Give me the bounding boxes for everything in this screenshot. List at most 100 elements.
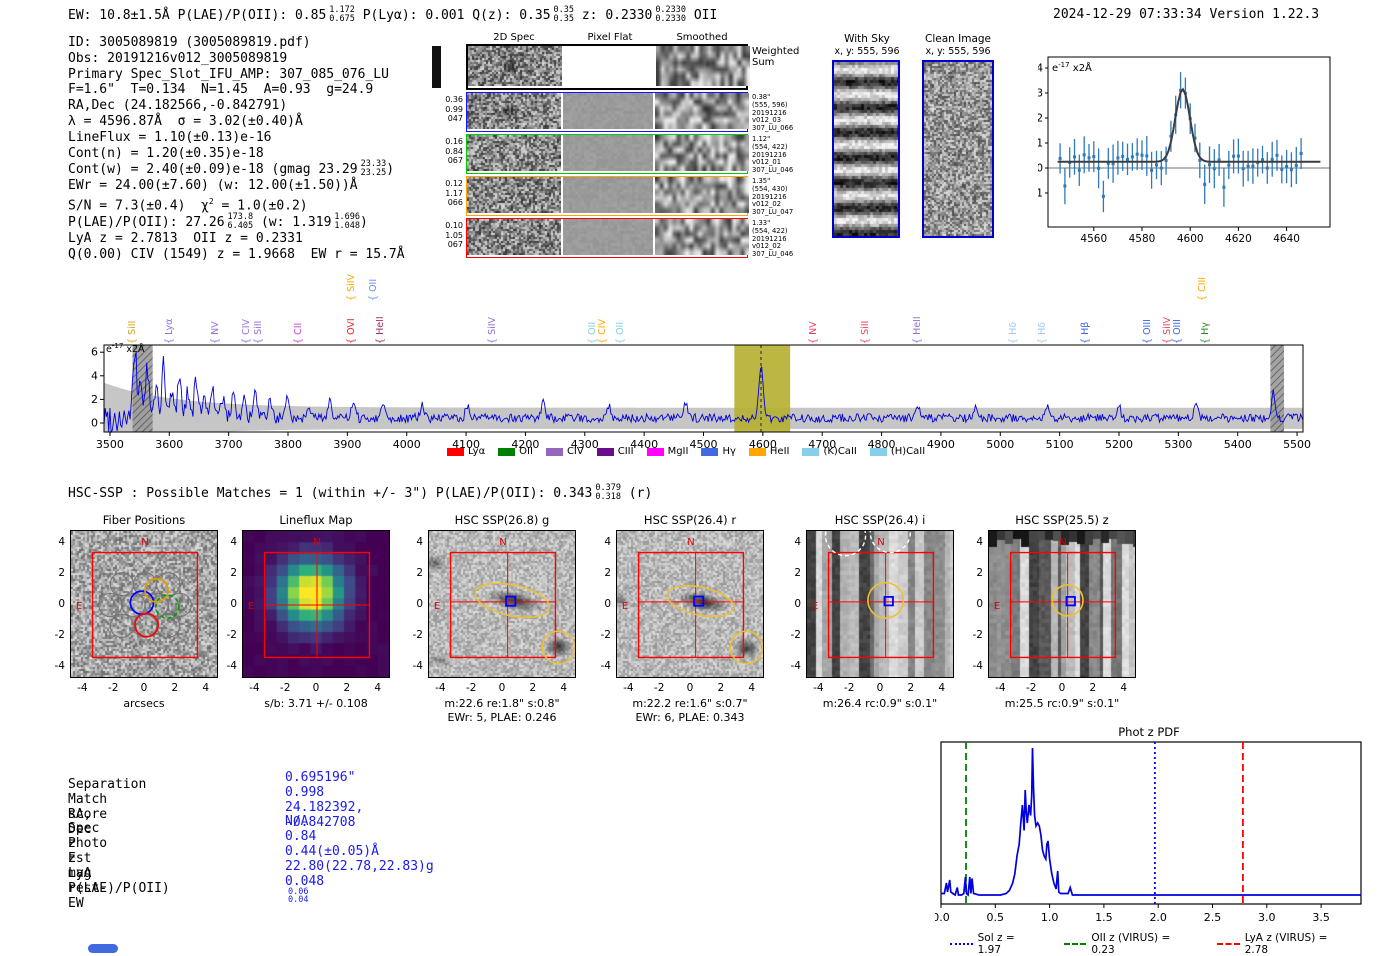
- hi-lo-value: 0.06 0.04: [288, 886, 309, 906]
- emission-line-label: { SiII: [127, 320, 138, 344]
- spectrum-legend-item: OII: [498, 446, 533, 457]
- cutout-ytick: -4: [412, 659, 423, 672]
- match-table-label: P(LAE)/P(OII): [68, 880, 170, 896]
- match-table-value: 0.998: [285, 784, 325, 800]
- photz-legend-line: [950, 943, 973, 945]
- match-table-label: Spec z: [68, 821, 100, 852]
- legend-label: HeII: [769, 446, 790, 457]
- spec2d-row-meta: Weighted Sum: [752, 46, 800, 68]
- match-table-label: RA, Dec: [68, 806, 92, 837]
- cutout-xtick: 2: [907, 682, 915, 694]
- cutout-title-g: HSC SSP(26.8) g: [454, 513, 550, 527]
- smoothed-image: [655, 219, 749, 255]
- svg-text:N: N: [1059, 537, 1066, 548]
- svg-text:N: N: [141, 537, 148, 548]
- detection-info-line: Cont(w) = 2.40(±0.09)e-18 (gmag 23.29 23.…: [68, 159, 395, 178]
- svg-text:4580: 4580: [1129, 233, 1156, 245]
- cutout-ytick: 2: [230, 567, 237, 580]
- emission-line-label: { Hγ: [1200, 322, 1211, 344]
- zoom-spectrum-plot: -1 0 1 2 3 4 4560 4580 4600 4620 4640 e-17 x2Å: [1038, 56, 1331, 245]
- svg-text:N: N: [499, 537, 506, 548]
- match-table-value: 0.44(±0.05)Å: [285, 844, 379, 859]
- svg-text:3800: 3800: [274, 438, 302, 451]
- spec2d-column-title: 2D Spec: [493, 32, 535, 43]
- cutout-ytick: -4: [600, 659, 611, 672]
- cutout-xtick: -4: [995, 682, 1006, 694]
- spec2d-row: [466, 92, 749, 132]
- legend-swatch: [701, 447, 719, 456]
- cutout-ytick: 4: [604, 536, 611, 549]
- spec2d-row-weights: 0.10 1.05 067: [445, 221, 463, 249]
- detection-info-block: ID: 3005089819 (3005089819.pdf) Obs: 2019…: [68, 35, 405, 263]
- spec2d-row-meta: 1.12" (554, 422) 20191216 v012_01 307_LU_046: [752, 135, 794, 175]
- cutout-xtick: -4: [623, 682, 634, 694]
- photz-legend-line: [1217, 943, 1240, 945]
- legend-label: Hγ: [722, 446, 736, 457]
- svg-text:5300: 5300: [1164, 438, 1192, 451]
- spec2d-row-meta: 1.33" (554, 422) 20191216 v012_02 307_LU_046: [752, 219, 794, 259]
- cutout-xtick: 0: [312, 682, 320, 694]
- svg-text:3: 3: [1038, 88, 1043, 100]
- cutout-ytick: -4: [226, 659, 237, 672]
- cutout-ytick: 4: [794, 536, 801, 549]
- hi-lo-value: 0.379 0.318: [595, 483, 621, 502]
- svg-text:5000: 5000: [986, 438, 1014, 451]
- cutout-xtick: 0: [498, 682, 506, 694]
- emission-line-label: { OIII: [1172, 319, 1183, 344]
- cutout-ytick: -2: [790, 628, 801, 641]
- cutout-title-lineflux: Lineflux Map: [279, 513, 353, 527]
- cutout-caption-r: m:22.2 re:1.6" s:0.7": [632, 697, 748, 710]
- cutout-ytick: -2: [412, 628, 423, 641]
- pixel-flat-image: [563, 219, 653, 255]
- legend-swatch: [646, 447, 664, 456]
- emission-line-label: { NV: [808, 321, 819, 344]
- legend-label: CIV: [566, 446, 584, 457]
- svg-text:4900: 4900: [927, 438, 955, 451]
- spec2d-column-title: Smoothed: [676, 32, 728, 43]
- smoothed-image: [656, 46, 750, 86]
- svg-text:E: E: [248, 601, 254, 612]
- svg-text:2: 2: [1038, 113, 1043, 125]
- clean-image-canvas: [924, 62, 992, 236]
- cutout-ytick: -2: [54, 628, 65, 641]
- cutout-image-r: [617, 531, 763, 677]
- emission-line-label: { HeII: [375, 316, 386, 344]
- spec2d-section: 2D Spec Pixel Flat Smoothed Weighted Sum 0.36…: [425, 28, 800, 268]
- cutout-xtick: 4: [560, 682, 568, 694]
- cutout-xtick: 0: [140, 682, 148, 694]
- cutout-xtick: -4: [77, 682, 88, 694]
- cutout-image-lineflux: [243, 531, 389, 677]
- svg-text:4000: 4000: [393, 438, 421, 451]
- svg-text:N: N: [877, 537, 884, 548]
- emission-line-label: { Lyα: [164, 318, 175, 344]
- legend-label: Lyα: [468, 446, 486, 457]
- cutout-xtick: 4: [202, 682, 210, 694]
- detection-info-line: EWr = 24.00(±7.60) (w: 12.00(±1.50))Å: [68, 178, 358, 194]
- hi-lo-value: 0.35 0.35: [553, 5, 575, 24]
- cutout-xtick: 0: [1058, 682, 1066, 694]
- cutout-xtick: -2: [843, 682, 855, 694]
- cutout-xtick: -2: [1025, 682, 1037, 694]
- emission-line-label: { CIV: [597, 319, 608, 344]
- match-table-label: Photo z: [68, 836, 108, 867]
- photz-legend-item: OII z (VIRUS) = 0.23: [1063, 932, 1191, 956]
- cutout-image-i: [807, 531, 953, 677]
- svg-text:E: E: [812, 601, 818, 612]
- cutout-title-fiber: Fiber Positions: [102, 513, 186, 527]
- detection-info-line: Obs: 20191216v012_3005089819: [68, 50, 288, 66]
- spectrum-legend-item: MgII: [646, 446, 688, 457]
- emission-line-label: { HeII: [912, 316, 923, 344]
- svg-text:4: 4: [1038, 63, 1043, 75]
- svg-text:0: 0: [91, 417, 98, 430]
- detection-info-line: S/N = 7.3(±0.4) χ2 = 1.0(±0.2): [68, 197, 308, 214]
- legend-swatch: [545, 447, 563, 456]
- cutout-xtick: 4: [938, 682, 946, 694]
- with-sky-coords: x, y: 555, 596: [834, 46, 900, 57]
- cutout-xtick: 0: [876, 682, 884, 694]
- smoothed-image: [655, 177, 749, 213]
- cutout-xtick: 4: [1120, 682, 1128, 694]
- cutout-caption-g: m:22.6 re:1.8" s:0.8": [444, 697, 560, 710]
- scrollbar-thumb[interactable]: [88, 944, 118, 953]
- cutout-title-r: HSC SSP(26.4) r: [643, 513, 737, 527]
- svg-text:3.5: 3.5: [1312, 911, 1330, 924]
